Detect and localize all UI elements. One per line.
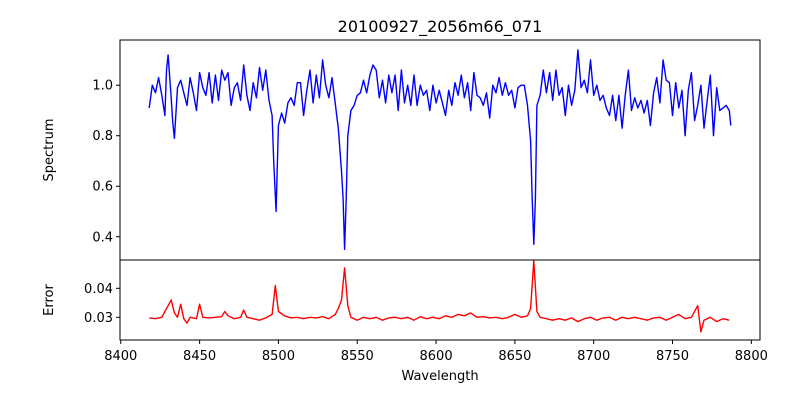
x-tick-label: 8450 bbox=[183, 349, 216, 364]
x-tick-label: 8650 bbox=[498, 349, 531, 364]
y-tick-label: 1.0 bbox=[92, 79, 113, 94]
y-tick-label: 0.03 bbox=[84, 311, 113, 326]
x-axis-label: Wavelength bbox=[401, 369, 478, 384]
chart-title: 20100927_2056m66_071 bbox=[338, 17, 543, 37]
axes-frame bbox=[119, 259, 761, 341]
x-tick-label: 8550 bbox=[341, 349, 374, 364]
x-tick-label: 8700 bbox=[577, 349, 610, 364]
y-tick-label: 0.8 bbox=[92, 129, 113, 144]
x-tick-label: 8500 bbox=[262, 349, 295, 364]
error-ylabel: Error bbox=[42, 284, 57, 316]
y-tick-label: 0.4 bbox=[92, 230, 113, 245]
spectrum-line bbox=[148, 49, 732, 251]
x-tick-label: 8800 bbox=[735, 349, 768, 364]
x-tick-label: 8750 bbox=[656, 349, 689, 364]
error-axes: 0.03 0.04 8400 8450 8500 8550 8600 8650 8700 8750… bbox=[84, 259, 768, 364]
error-line bbox=[149, 260, 730, 333]
spectrum-ylabel: Spectrum bbox=[42, 119, 57, 182]
x-tick-label: 8400 bbox=[104, 349, 137, 364]
y-tick-label: 0.6 bbox=[92, 180, 113, 195]
y-tick-label: 0.04 bbox=[84, 282, 113, 297]
x-tick-label: 8600 bbox=[420, 349, 453, 364]
